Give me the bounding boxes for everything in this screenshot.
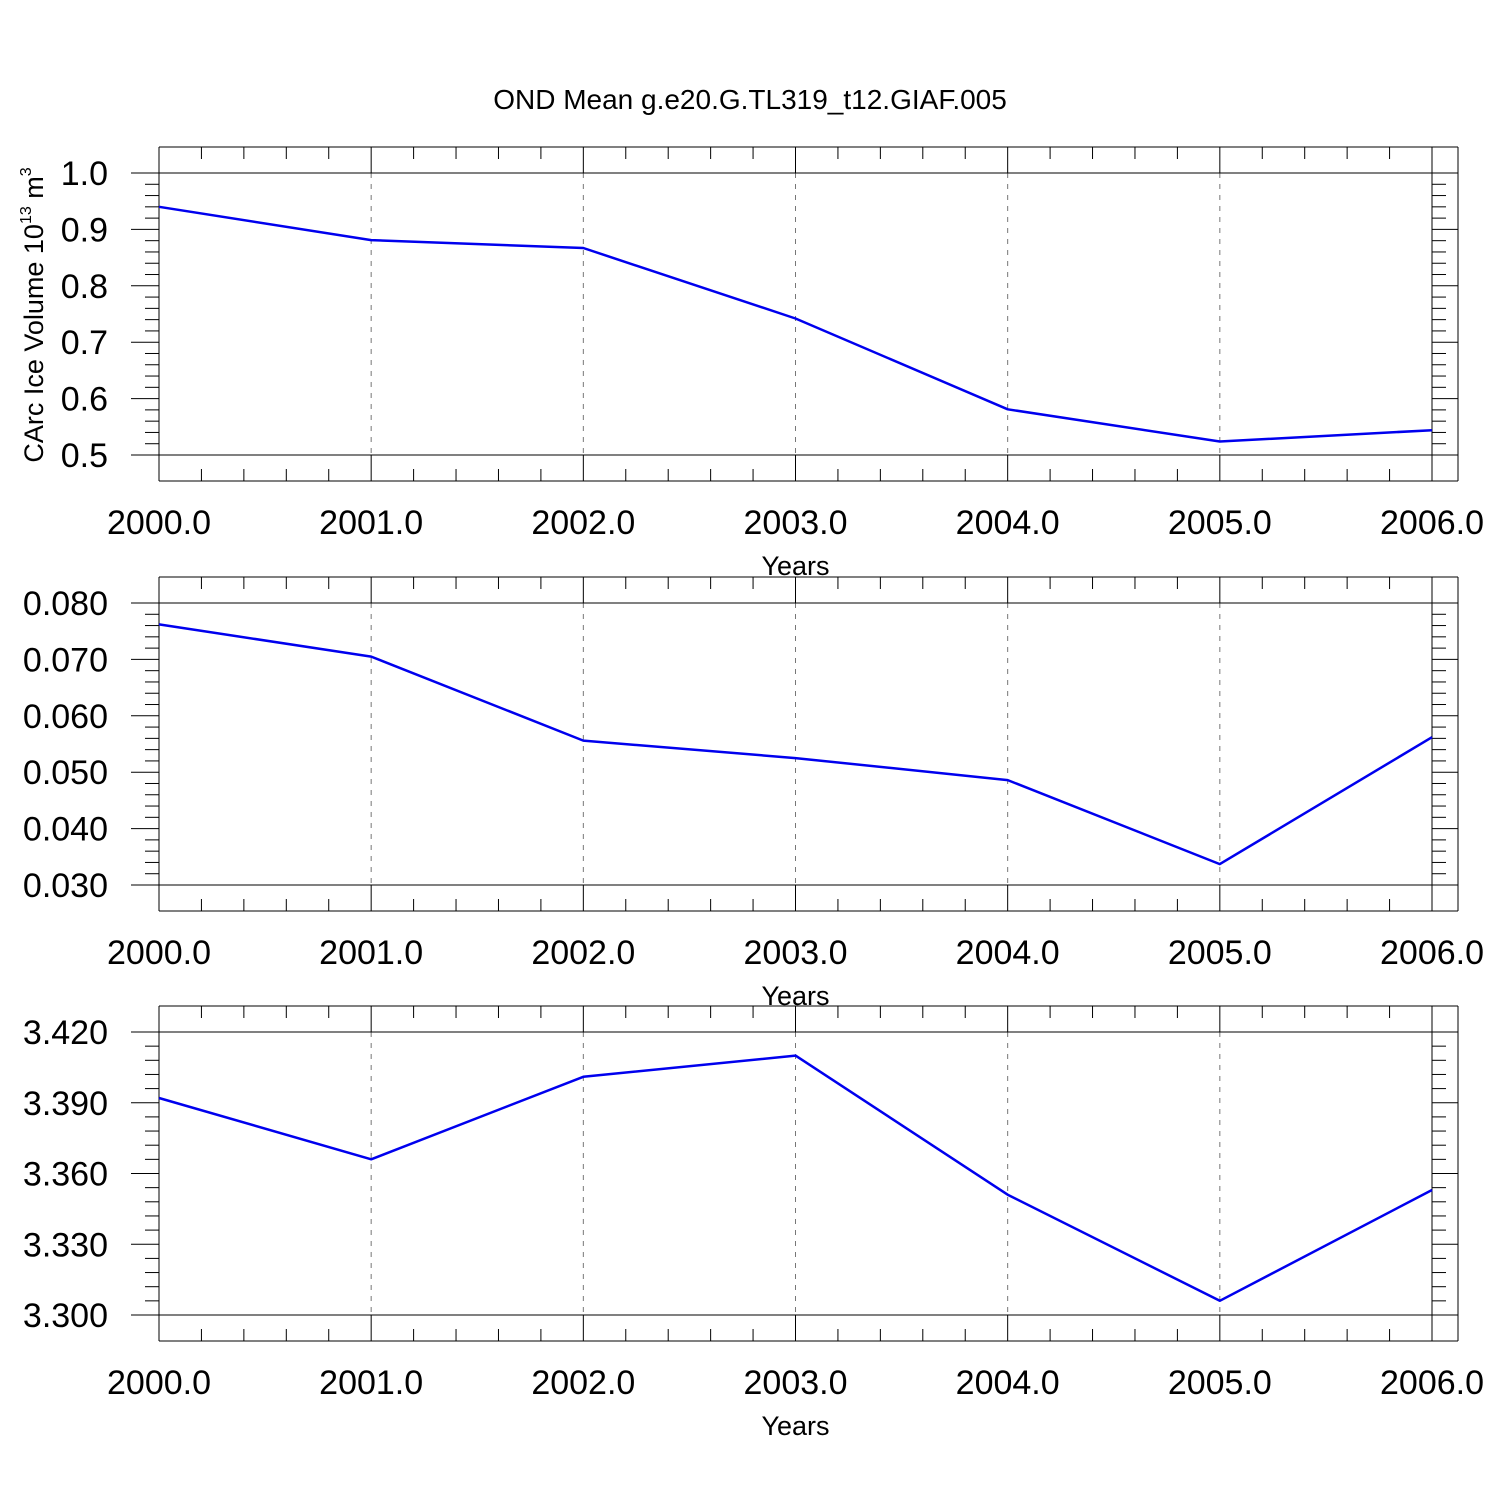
y-tick-label: 0.070 [23,641,108,679]
x-tick-label: 2001.0 [319,504,423,542]
x-tick-label: 2005.0 [1168,934,1272,972]
x-tick-label: 2002.0 [531,504,635,542]
y-tick-label: 0.030 [23,867,108,905]
x-tick-label: 2003.0 [744,1364,848,1402]
x-tick-label: 2003.0 [744,504,848,542]
y-axis-label-unit: m [19,176,49,206]
y-axis-label-exponent: 13 [18,206,35,224]
y-axis-label-unit-exponent: 3 [18,167,35,176]
y-tick-label: 0.5 [61,437,108,475]
y-axis-label-text: CArc Ice Volume 10 [19,224,49,463]
y-tick-label: 0.6 [61,381,108,419]
x-tick-label: 2006.0 [1380,504,1484,542]
x-tick-label: 2001.0 [319,1364,423,1402]
x-tick-label: 2001.0 [319,934,423,972]
x-tick-label: 2005.0 [1168,504,1272,542]
x-tick-label: 2005.0 [1168,1364,1272,1402]
y-tick-label: 0.060 [23,698,108,736]
x-axis-label: Years [761,551,829,581]
chart-panel-2: 0.030 0.040 0.050 0.060 0.070 0.080 2000.0 2001… [23,576,1484,1011]
y-tick-label: 0.9 [61,211,108,249]
panels: 0.5 0.6 0.7 0.8 0.9 1.0 2000.0 2001.0 2002.0 2003… [18,146,1484,1441]
x-tick-label: 2000.0 [107,1364,211,1402]
y-tick-label: 3.330 [23,1226,108,1264]
x-tick-label: 2003.0 [744,934,848,972]
y-axis-label: CArc Ice Volume 1013 m3 [18,167,49,462]
x-tick-label: 2002.0 [531,1364,635,1402]
x-tick-label: 2000.0 [107,504,211,542]
y-tick-label: 0.040 [23,811,108,849]
x-tick-label: 2000.0 [107,934,211,972]
y-tick-label: 3.300 [23,1297,108,1335]
y-tick-label: 0.050 [23,754,108,792]
y-tick-label: 0.080 [23,585,108,623]
y-tick-label: 0.7 [61,324,108,362]
x-axis-label: Years [761,1411,829,1441]
y-tick-label: 0.8 [61,268,108,306]
chart-panel-3: 3.300 3.330 3.360 3.390 3.420 2000.0 2001.0 200… [23,1005,1484,1441]
figure-title: OND Mean g.e20.G.TL319_t12.GIAF.005 [493,84,1007,115]
y-tick-label: 1.0 [61,155,108,193]
x-tick-label: 2006.0 [1380,934,1484,972]
x-tick-label: 2004.0 [956,934,1060,972]
x-tick-label: 2006.0 [1380,1364,1484,1402]
x-tick-label: 2004.0 [956,1364,1060,1402]
x-tick-label: 2004.0 [956,504,1060,542]
y-tick-label: 3.390 [23,1085,108,1123]
y-tick-label: 3.420 [23,1014,108,1052]
chart-panel-1: 0.5 0.6 0.7 0.8 0.9 1.0 2000.0 2001.0 2002.0 2003… [18,146,1484,581]
y-tick-label: 3.360 [23,1156,108,1194]
x-tick-label: 2002.0 [531,934,635,972]
